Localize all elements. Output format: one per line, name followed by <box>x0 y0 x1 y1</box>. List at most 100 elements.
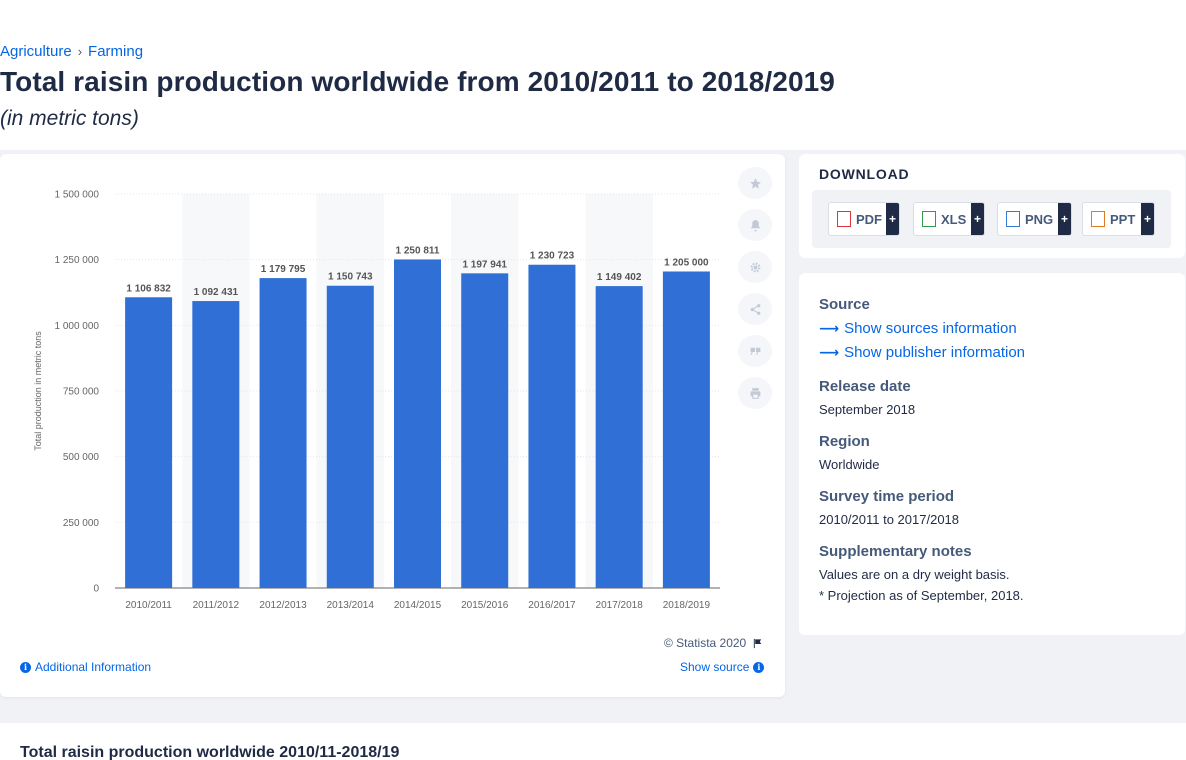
download-xls-label: XLS <box>941 211 967 227</box>
region-heading: Region <box>819 433 870 450</box>
download-png-button[interactable]: PNG + <box>997 202 1072 236</box>
description-title: Total raisin production worldwide 2010/1… <box>20 744 400 760</box>
supplementary-note-2: * Projection as of September, 2018. <box>819 588 1024 603</box>
png-file-icon <box>1006 211 1020 227</box>
chart-card: 0 250 000 500 000 750 000 1 000 000 1 250 000… <box>0 154 785 697</box>
data-label: 1 149 402 <box>597 272 642 283</box>
bar <box>326 285 374 588</box>
y-tick-label: 1 250 000 <box>55 255 100 266</box>
region-value: Worldwide <box>819 457 880 472</box>
source-heading: Source <box>819 296 870 313</box>
print-button[interactable] <box>738 377 772 409</box>
download-buttons: PDF + XLS + PNG + PPT + <box>812 190 1171 248</box>
download-pdf-button[interactable]: PDF + <box>828 202 900 236</box>
data-label: 1 092 431 <box>194 287 239 298</box>
download-card: DOWNLOAD PDF + XLS + PNG + PPT + <box>799 154 1185 258</box>
supplementary-notes-heading: Supplementary notes <box>819 543 972 560</box>
data-label: 1 150 743 <box>328 272 373 283</box>
statistic-details-card: Source ⟶ Show sources information ⟶ Show… <box>799 273 1185 635</box>
show-publisher-link[interactable]: ⟶ Show publisher information <box>819 344 1025 361</box>
y-tick-label: 500 000 <box>63 452 100 463</box>
gear-icon <box>750 262 760 272</box>
x-tick-label: 2011/2012 <box>193 600 240 611</box>
download-xls-button[interactable]: XLS + <box>913 202 985 236</box>
pdf-file-icon <box>837 211 851 227</box>
additional-information-link[interactable]: i Additional Information <box>20 660 151 674</box>
survey-period-heading: Survey time period <box>819 488 955 505</box>
xls-file-icon <box>922 211 936 227</box>
breadcrumb-item-agriculture[interactable]: Agriculture <box>0 43 72 60</box>
bar <box>192 301 240 588</box>
y-tick-label: 750 000 <box>63 387 100 398</box>
show-publisher-label: Show publisher information <box>844 344 1026 361</box>
share-button[interactable] <box>738 293 772 325</box>
data-label: 1 250 811 <box>396 245 440 256</box>
breadcrumb-item-farming[interactable]: Farming <box>88 43 144 60</box>
y-tick-label: 1 500 000 <box>55 190 100 201</box>
x-tick-label: 2014/2015 <box>394 600 442 611</box>
data-label: 1 230 723 <box>530 251 575 262</box>
chart-tools <box>738 167 772 409</box>
bar <box>394 259 441 588</box>
plus-icon: + <box>886 203 899 235</box>
top-bar <box>0 0 1186 40</box>
settings-button[interactable] <box>738 251 772 283</box>
description-card: Total raisin production worldwide 2010/1… <box>0 723 1186 760</box>
x-tick-label: 2010/2011 <box>125 600 172 611</box>
cite-button[interactable] <box>738 335 772 367</box>
page-title: Total raisin production worldwide from 2… <box>0 66 835 97</box>
show-source-link[interactable]: Show source i <box>680 660 765 674</box>
x-tick-label: 2018/2019 <box>663 600 711 611</box>
share-icon <box>750 303 760 315</box>
quote-icon <box>750 347 760 355</box>
y-axis-title: Total production in metric tons <box>33 331 43 451</box>
data-label: 1 179 795 <box>261 264 306 275</box>
flag-icon[interactable] <box>752 638 763 649</box>
show-sources-link[interactable]: ⟶ Show sources information <box>819 320 1017 337</box>
x-tick-label: 2015/2016 <box>461 600 509 611</box>
bar <box>528 264 576 588</box>
y-tick-label: 1 000 000 <box>55 321 100 332</box>
show-source-label: Show source <box>680 660 750 674</box>
copyright-text: © Statista 2020 <box>664 636 747 650</box>
favorite-button[interactable] <box>738 167 772 199</box>
bar-chart: 0 250 000 500 000 750 000 1 000 000 1 250 000… <box>33 190 720 611</box>
additional-information-label: Additional Information <box>35 660 152 674</box>
ppt-file-icon <box>1091 211 1105 227</box>
bar <box>125 297 173 588</box>
info-icon: i <box>20 661 31 673</box>
x-tick-label: 2017/2018 <box>596 600 644 611</box>
bar <box>259 278 307 588</box>
copyright: © Statista 2020 <box>664 636 763 650</box>
notification-button[interactable] <box>738 209 772 241</box>
y-tick-label: 250 000 <box>63 518 100 529</box>
star-icon <box>749 177 761 189</box>
supplementary-note-1: Values are on a dry weight basis. <box>819 567 1010 582</box>
arrow-right-icon: ⟶ <box>819 320 840 336</box>
download-title: DOWNLOAD <box>819 166 910 182</box>
release-date-heading: Release date <box>819 378 911 395</box>
data-label: 1 106 832 <box>126 283 171 294</box>
x-tick-label: 2016/2017 <box>528 600 576 611</box>
arrow-right-icon: ⟶ <box>819 344 840 360</box>
bar <box>595 286 643 588</box>
download-png-label: PNG <box>1025 211 1054 227</box>
breadcrumb-separator: › <box>77 44 83 59</box>
print-icon <box>750 387 760 399</box>
page-subtitle: (in metric tons) <box>0 107 139 130</box>
info-icon: i <box>753 661 765 673</box>
download-pdf-label: PDF <box>856 211 882 227</box>
breadcrumb: Agriculture › Farming <box>0 43 143 60</box>
download-ppt-label: PPT <box>1110 211 1136 227</box>
bell-icon <box>750 219 760 231</box>
plus-icon: + <box>971 203 984 235</box>
release-date-value: September 2018 <box>819 402 916 417</box>
plus-icon: + <box>1141 203 1154 235</box>
x-tick-label: 2013/2014 <box>327 600 375 611</box>
plus-icon: + <box>1058 203 1071 235</box>
bar <box>662 271 710 588</box>
data-label: 1 197 941 <box>462 259 507 270</box>
download-ppt-button[interactable]: PPT + <box>1082 202 1155 236</box>
x-tick-label: 2012/2013 <box>259 600 307 611</box>
bar <box>461 273 509 588</box>
